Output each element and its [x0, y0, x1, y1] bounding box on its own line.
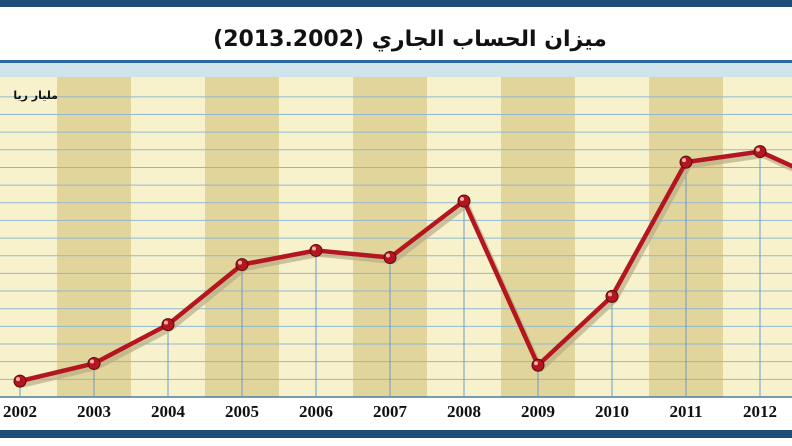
bottom-bar — [0, 430, 792, 438]
x-tick-label: 2003 — [77, 402, 111, 421]
x-tick-label: 2008 — [447, 402, 481, 421]
plot-area — [0, 77, 792, 397]
x-tick-label: 2009 — [521, 402, 555, 421]
y-axis-label: مليار ريا — [13, 89, 58, 102]
point — [87, 356, 101, 370]
point — [161, 318, 175, 332]
point-highlight — [238, 260, 242, 265]
point-highlight — [164, 320, 168, 325]
point-highlight — [90, 359, 94, 364]
point-highlight — [460, 197, 464, 202]
point-highlight — [312, 246, 316, 251]
series-line — [19, 149, 792, 384]
x-tick-label: 2002 — [3, 402, 37, 421]
x-tick-label: 2010 — [595, 402, 629, 421]
point — [753, 145, 767, 159]
x-tick-label: 2005 — [225, 402, 259, 421]
point-highlight — [386, 253, 390, 258]
point-highlight — [682, 158, 686, 163]
point — [235, 258, 249, 272]
header-strip — [0, 63, 792, 77]
chart-title: ميزان الحساب الجاري (2013.2002) — [213, 27, 607, 52]
point — [457, 194, 471, 208]
top-bar — [0, 0, 792, 7]
line-shadow — [22, 153, 792, 388]
title-rule — [0, 60, 792, 63]
point — [679, 155, 693, 169]
point — [13, 374, 27, 388]
point — [531, 358, 545, 372]
x-tick-label: 2004 — [151, 402, 186, 421]
x-tick-label: 2007 — [373, 402, 408, 421]
point-highlight — [756, 147, 760, 152]
point-highlight — [608, 292, 612, 297]
point-highlight — [16, 377, 20, 382]
x-tick-label: 2006 — [299, 402, 333, 421]
point-highlight — [534, 361, 538, 366]
x-tick-label: 2012 — [743, 402, 777, 421]
x-tick-label: 2011 — [669, 402, 702, 421]
point — [605, 289, 619, 303]
point — [309, 243, 323, 257]
point — [383, 251, 397, 265]
x-band — [0, 398, 792, 430]
